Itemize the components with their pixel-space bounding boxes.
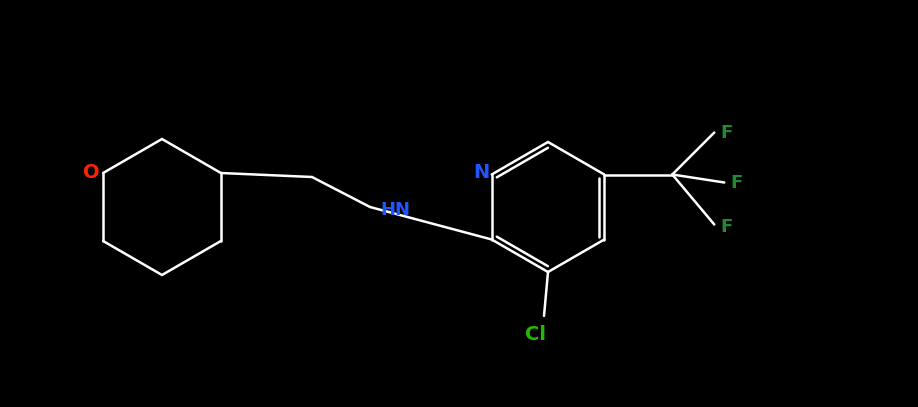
- Text: HN: HN: [380, 201, 410, 219]
- Text: O: O: [83, 164, 99, 182]
- Text: N: N: [474, 163, 490, 182]
- Text: F: F: [720, 217, 733, 236]
- Text: F: F: [720, 123, 733, 142]
- Text: F: F: [730, 173, 743, 192]
- Text: Cl: Cl: [525, 324, 546, 344]
